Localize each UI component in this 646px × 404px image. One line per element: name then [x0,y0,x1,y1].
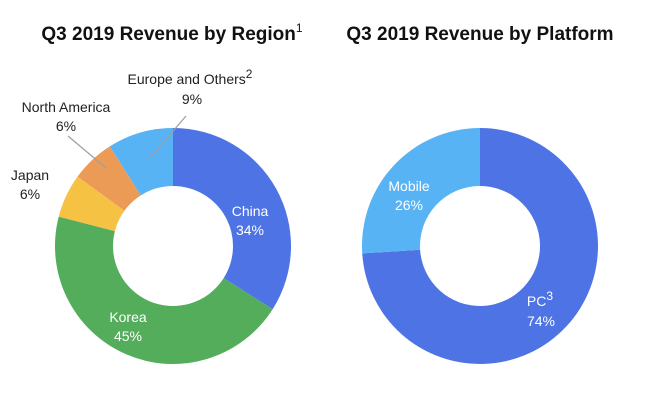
slice-label-korea: Korea [109,309,147,325]
leader-line-north-america [67,135,107,169]
slice-value-mobile: 26% [395,197,423,213]
slice-japan [58,176,125,232]
chart-title-platform: Q3 2019 Revenue by Platform [346,24,613,45]
slice-label-mobile: Mobile [388,178,429,194]
slice-mobile [362,128,480,254]
slice-europe-and-others [109,128,173,196]
slice-label-pc: PC3 [527,289,553,309]
slice-label-china: China [232,203,269,219]
slice-value-china: 34% [236,222,264,238]
slice-value-europe: 9% [182,91,202,107]
slice-label-japan: Japan [11,167,49,183]
slice-value-pc: 74% [527,313,555,329]
slice-label-north-america: North America [22,99,111,115]
leader-line-europe [149,115,187,159]
slice-value-korea: 45% [114,328,142,344]
donut-region [54,128,291,365]
slice-value-japan: 6% [20,186,40,202]
slice-china [173,128,291,310]
slice-pc [362,128,598,364]
slice-value-north-america: 6% [56,118,76,134]
slice-label-europe: Europe and Others2 [128,67,253,87]
slice-north-america [77,146,141,211]
chart-title-region: Q3 2019 Revenue by Region1 [41,21,303,45]
donut-platform [362,128,598,364]
slice-korea [54,216,273,365]
